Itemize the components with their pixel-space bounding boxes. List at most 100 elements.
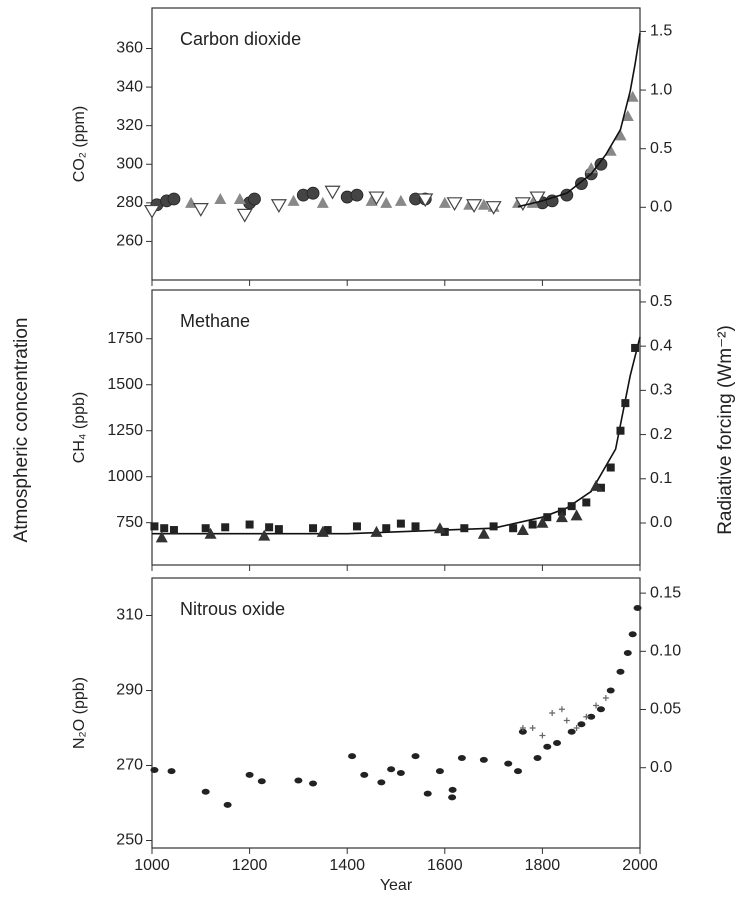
data-point (438, 196, 451, 208)
y2-tick-label: 0.5 (650, 140, 672, 157)
data-point (365, 194, 378, 206)
y2-tick-label: 0.15 (650, 584, 681, 601)
x-tick-label: 1400 (329, 857, 365, 874)
data-point (596, 483, 605, 492)
data-point (360, 771, 369, 778)
y2-tick-label: 0.1 (650, 470, 672, 487)
data-point (435, 768, 444, 775)
data-point (236, 208, 253, 223)
data-point (545, 194, 559, 208)
data-point (394, 194, 407, 206)
data-point (514, 197, 531, 212)
data-point (248, 192, 261, 206)
data-point (543, 513, 552, 522)
y-tick-label: 750 (116, 514, 143, 531)
data-point (570, 509, 583, 521)
data-point (460, 524, 469, 533)
y-tick-label: 280 (116, 194, 143, 211)
data-point (370, 525, 383, 537)
data-point (479, 756, 488, 763)
data-point (446, 197, 463, 212)
panel-title: Nitrous oxide (180, 599, 285, 619)
data-point (169, 526, 178, 535)
y-tick-label: 320 (116, 117, 143, 134)
series (152, 336, 641, 535)
data-point (628, 631, 637, 638)
data-point (167, 768, 176, 775)
data-point (324, 185, 341, 200)
data-point (583, 713, 590, 720)
data-point (606, 687, 615, 694)
data-point (509, 524, 518, 533)
data-point (352, 522, 361, 531)
y2-tick-label: 0.3 (650, 382, 672, 399)
data-point (387, 766, 396, 773)
data-point (167, 192, 181, 206)
data-point (306, 186, 320, 200)
data-point (593, 702, 600, 709)
data-point (590, 479, 603, 491)
data-point (382, 524, 391, 533)
data-point (594, 157, 608, 171)
data-point (204, 527, 217, 539)
trend-line (152, 336, 641, 535)
data-point (368, 191, 385, 206)
data-point (448, 794, 457, 801)
data-point (558, 706, 565, 713)
data-point (616, 426, 625, 435)
data-point (411, 522, 420, 531)
y-tick-label: 1000 (107, 468, 143, 485)
data-point (411, 753, 420, 760)
data-point (294, 777, 303, 784)
data-point (573, 725, 580, 731)
data-point (309, 524, 318, 533)
data-point (348, 753, 357, 760)
data-point (539, 732, 546, 739)
data-point (516, 524, 529, 536)
panel-title: Carbon dioxide (180, 29, 301, 49)
data-point (377, 779, 386, 786)
data-point (596, 706, 605, 713)
data-point (192, 203, 209, 217)
data-point (245, 520, 254, 529)
data-point (150, 522, 159, 531)
data-point (504, 760, 513, 767)
series (150, 343, 640, 536)
x-tick-label: 1000 (134, 857, 170, 874)
y-tick-label: 260 (116, 233, 143, 250)
data-point (258, 529, 271, 541)
y-axis-label: CH₄ (ppb) (71, 392, 88, 463)
data-point (323, 526, 332, 535)
data-point (553, 740, 562, 746)
data-point (396, 519, 405, 528)
data-point (350, 188, 364, 202)
data-point (423, 790, 432, 797)
data-point (201, 788, 210, 795)
data-point (448, 786, 457, 793)
y2-tick-label: 0.0 (650, 514, 672, 531)
data-point (631, 343, 640, 352)
data-point (214, 192, 227, 204)
data-point (485, 201, 502, 215)
data-point (606, 463, 615, 472)
data-point (616, 668, 625, 675)
y2-tick-label: 0.4 (650, 337, 672, 354)
y-tick-label: 290 (116, 682, 143, 699)
series (517, 32, 641, 208)
data-point (201, 524, 210, 533)
data-point (380, 196, 393, 208)
data-point (433, 522, 446, 534)
data-point (587, 713, 596, 720)
data-point (396, 770, 405, 776)
data-point (626, 90, 639, 102)
figure-y2label: Radiative forcing (Wm⁻²) (715, 325, 736, 535)
data-point (555, 511, 568, 523)
y2-tick-label: 1.5 (650, 23, 672, 40)
data-point (143, 204, 161, 219)
plot-frame (151, 7, 641, 281)
data-point (265, 523, 274, 532)
series (519, 695, 609, 739)
data-point (623, 650, 632, 656)
data-point (575, 177, 588, 190)
y-tick-label: 250 (116, 832, 143, 849)
